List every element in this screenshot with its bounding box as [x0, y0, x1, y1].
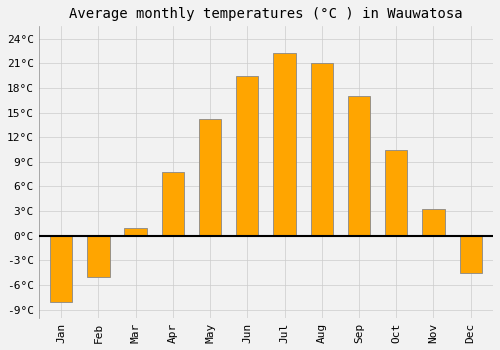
Bar	[310, 63, 333, 236]
Bar	[236, 76, 258, 236]
Bar	[422, 210, 444, 236]
Bar	[348, 96, 370, 236]
Title: Average monthly temperatures (°C ) in Wauwatosa: Average monthly temperatures (°C ) in Wa…	[69, 7, 462, 21]
Bar	[87, 236, 110, 277]
Bar	[50, 236, 72, 301]
Bar	[274, 54, 295, 236]
Bar	[124, 228, 147, 236]
Bar	[199, 119, 222, 236]
Bar	[162, 172, 184, 236]
Bar	[460, 236, 482, 273]
Bar	[385, 149, 407, 236]
